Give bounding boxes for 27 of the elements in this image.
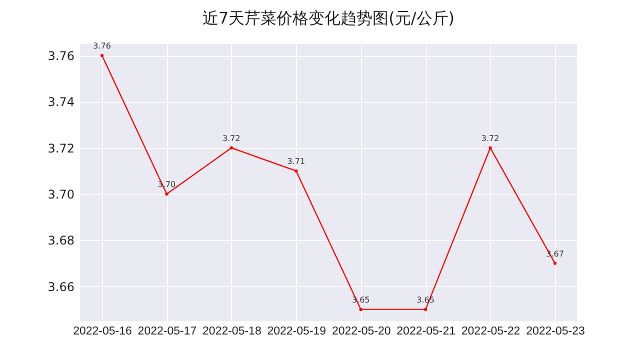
x-tick-label: 2022-05-19 <box>267 326 326 338</box>
y-tick-label: 3.68 <box>48 234 74 248</box>
y-tick-label: 3.76 <box>48 49 74 64</box>
x-tick-label: 2022-05-23 <box>526 326 585 338</box>
point <box>294 169 298 173</box>
point <box>553 262 557 265</box>
x-tick-label: 2022-05-22 <box>461 326 520 338</box>
data-label: 3.71 <box>287 156 306 166</box>
point <box>488 146 492 150</box>
data-label: 3.72 <box>222 134 240 143</box>
x-tick-label: 2022-05-16 <box>73 326 132 338</box>
y-tick-label: 3.74 <box>48 95 74 110</box>
point <box>424 308 428 312</box>
y-tick-label: 3.66 <box>48 280 74 294</box>
y-tick-label: 3.72 <box>48 141 74 156</box>
point <box>230 146 234 150</box>
point <box>359 308 362 312</box>
data-label: 3.76 <box>93 42 111 51</box>
x-tick-label: 2022-05-21 <box>396 326 456 338</box>
point <box>165 192 168 196</box>
x-tick-label: 2022-05-17 <box>138 326 197 338</box>
x-tick-label: 2022-05-20 <box>332 326 391 338</box>
point <box>100 54 104 58</box>
x-tick-label: 2022-05-18 <box>202 326 262 338</box>
data-label: 3.72 <box>481 134 500 143</box>
y-tick-label: 3.70 <box>48 188 74 202</box>
chart-title: 近7天芹菜价格变化趋势图(元/公斤) <box>202 8 455 28</box>
